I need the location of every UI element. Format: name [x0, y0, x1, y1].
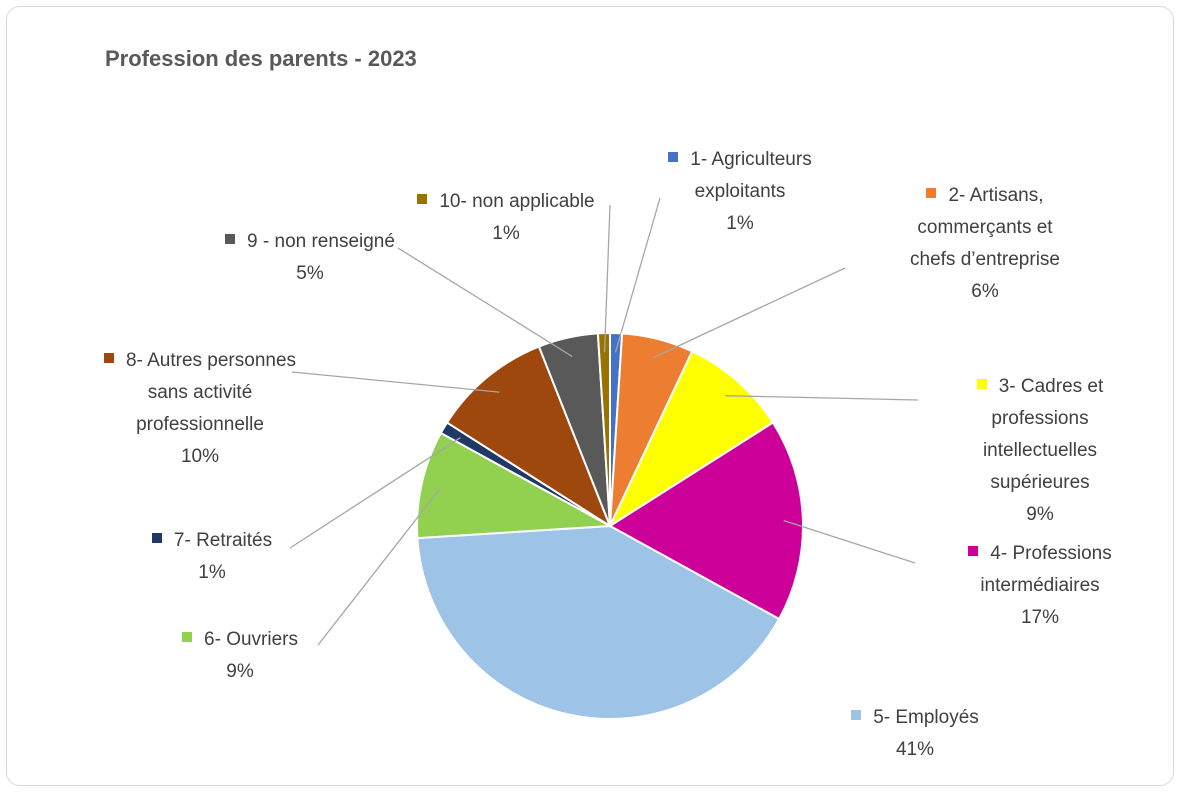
data-label: 4- Professions intermédiaires 17%: [940, 538, 1140, 634]
value-label: 10%: [180, 446, 220, 467]
leader-line: [603, 204, 611, 353]
value-label: 1%: [198, 562, 226, 583]
value-label: 5%: [296, 263, 324, 284]
data-label: 9 - non renseigné 5%: [160, 226, 460, 290]
data-label: 7- Retraités 1%: [112, 525, 312, 589]
legend-marker: [976, 379, 987, 389]
legend-marker: [417, 194, 428, 204]
category-label: 6- Ouvriers: [204, 629, 298, 650]
leader-line: [289, 437, 461, 549]
data-label: 5- Employés 41%: [790, 702, 1040, 766]
value-label: 9%: [226, 661, 254, 682]
pie-slice: [596, 331, 611, 527]
value-label: 17%: [1020, 607, 1060, 628]
category-label: 4- Professions intermédiaires: [980, 543, 1112, 596]
leader-line: [614, 197, 661, 353]
value-label: 1%: [492, 223, 520, 244]
category-label: 10- non applicable: [439, 191, 595, 212]
value-label: 1%: [726, 213, 754, 234]
data-label: 8- Autres personnes sans activité profes…: [93, 345, 308, 473]
category-label: 2- Artisans, commerçants et chefs d’entr…: [910, 185, 1060, 270]
leader-line: [317, 487, 441, 646]
pie-slice: [607, 350, 775, 529]
value-label: 41%: [895, 739, 935, 760]
leader-line: [724, 395, 919, 401]
pie-slice: [416, 431, 614, 540]
data-label: 10- non applicable 1%: [356, 186, 656, 250]
legend-marker: [225, 234, 236, 244]
category-label: 3- Cadres et professions intellectuelles…: [982, 376, 1104, 493]
legend-marker: [851, 710, 862, 720]
chart-title: Profession des parents - 2023: [105, 46, 417, 71]
legend-marker: [926, 188, 937, 198]
data-label: 3- Cadres et professions intellectuelles…: [965, 371, 1115, 531]
category-label: 5- Employés: [873, 707, 979, 728]
chart-frame: [6, 6, 1174, 786]
legend-marker: [668, 152, 679, 162]
legend-marker: [182, 632, 193, 642]
category-label: 8- Autres personnes sans activité profes…: [125, 350, 297, 435]
pie-slice: [416, 524, 781, 720]
category-label: 7- Retraités: [173, 530, 273, 551]
data-label: 6- Ouvriers 9%: [140, 624, 340, 688]
pie-slice: [608, 421, 804, 621]
leader-line: [652, 267, 846, 359]
data-label: 2- Artisans, commerçants et chefs d’entr…: [895, 180, 1075, 308]
category-label: 9 - non renseigné: [247, 231, 395, 252]
leader-line: [291, 371, 500, 393]
legend-marker: [103, 353, 114, 363]
value-label: 9%: [1026, 504, 1054, 525]
value-label: 6%: [971, 281, 999, 302]
leader-line: [783, 519, 916, 564]
legend-marker: [968, 546, 979, 556]
legend-marker: [151, 533, 162, 543]
leader-line: [397, 247, 573, 358]
category-label: 1- Agriculteurs exploitants: [690, 149, 812, 202]
data-label: 1- Agriculteurs exploitants 1%: [650, 144, 830, 240]
